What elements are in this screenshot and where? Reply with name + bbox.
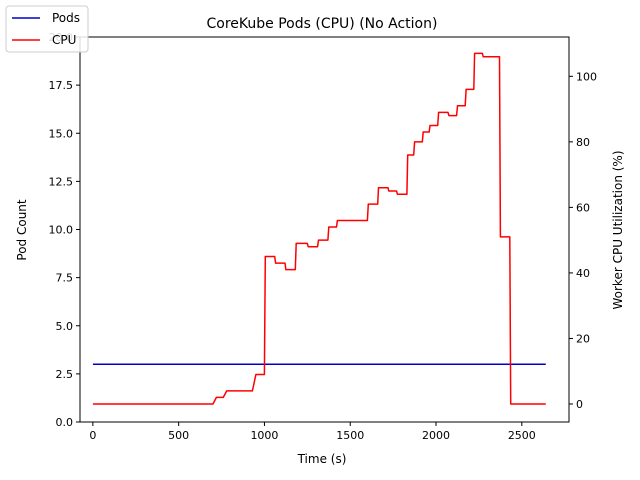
legend-cpu-label: CPU bbox=[52, 33, 76, 47]
y-right-tick-label: 60 bbox=[576, 201, 590, 214]
x-axis: 0 500 1000 1500 2000 2500 bbox=[89, 422, 536, 442]
series-layer bbox=[92, 52, 546, 405]
x-axis-label: Time (s) bbox=[297, 452, 347, 466]
y-left-tick-label: 7.5 bbox=[56, 272, 74, 285]
x-tick-label: 2000 bbox=[422, 429, 450, 442]
x-tick-label: 500 bbox=[168, 429, 189, 442]
y-left-tick-label: 0.0 bbox=[56, 416, 74, 429]
y-right-tick-label: 40 bbox=[576, 267, 590, 280]
y-right-axis-label: Worker CPU Utilization (%) bbox=[611, 150, 625, 309]
y-left-tick-label: 2.5 bbox=[56, 368, 74, 381]
x-tick-label: 0 bbox=[89, 429, 96, 442]
legend-pods-label: Pods bbox=[52, 11, 80, 25]
y-left-tick-label: 17.5 bbox=[49, 79, 74, 92]
chart-title: CoreKube Pods (CPU) (No Action) bbox=[207, 16, 438, 32]
y-left-tick-label: 15.0 bbox=[49, 127, 74, 140]
x-tick-label: 1000 bbox=[250, 429, 278, 442]
cpu-series-line bbox=[92, 52, 546, 405]
y-right-tick-label: 20 bbox=[576, 332, 590, 345]
x-tick-label: 1500 bbox=[336, 429, 364, 442]
legend: Pods CPU bbox=[5, 5, 89, 53]
y-left-tick-label: 5.0 bbox=[56, 320, 74, 333]
x-tick-label: 2500 bbox=[508, 429, 536, 442]
y-left-axis-label: Pod Count bbox=[15, 199, 29, 261]
y-left-tick-label: 12.5 bbox=[49, 175, 74, 188]
y-right-tick-label: 100 bbox=[576, 70, 597, 83]
y-right-tick-label: 80 bbox=[576, 136, 590, 149]
y-right-tick-label: 0 bbox=[576, 398, 583, 411]
y-right-axis: 0 20 40 60 80 100 bbox=[569, 70, 597, 411]
y-left-tick-label: 10.0 bbox=[49, 224, 74, 237]
